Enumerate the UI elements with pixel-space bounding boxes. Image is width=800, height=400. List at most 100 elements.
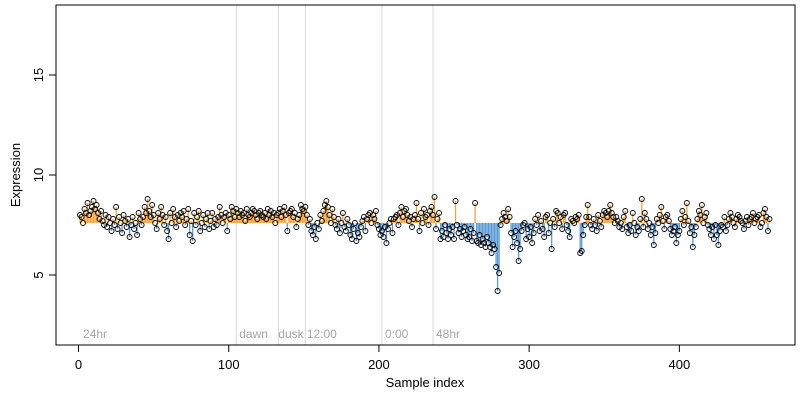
data-point	[152, 220, 159, 226]
data-point	[80, 220, 86, 226]
data-point	[680, 222, 687, 228]
data-point	[571, 220, 578, 226]
data-point	[371, 216, 378, 222]
data-point	[467, 226, 474, 232]
data-point	[132, 220, 139, 226]
data-point	[751, 220, 758, 226]
data-point	[186, 232, 193, 238]
data-point	[104, 224, 111, 230]
data-point	[165, 236, 172, 242]
data-point	[763, 214, 770, 220]
data-point	[296, 212, 303, 218]
data-point	[533, 222, 540, 228]
data-point	[300, 208, 307, 214]
data-point	[493, 264, 500, 270]
x-tick-label: 400	[668, 357, 690, 372]
data-point	[683, 200, 690, 206]
data-point	[383, 240, 390, 246]
data-point	[430, 212, 436, 218]
data-point	[491, 246, 498, 252]
data-point	[539, 226, 546, 232]
y-axis: 5 10 15	[31, 68, 57, 279]
data-point	[431, 194, 438, 200]
data-point	[344, 216, 351, 222]
data-point	[219, 220, 226, 226]
data-point	[494, 288, 501, 294]
data-point	[108, 228, 115, 234]
data-point	[475, 240, 482, 246]
data-point	[548, 246, 555, 252]
data-point	[415, 216, 421, 222]
data-point	[715, 242, 722, 248]
data-point	[363, 216, 370, 222]
data-point	[608, 210, 615, 216]
data-point	[759, 220, 765, 226]
data-point	[653, 216, 660, 222]
data-point	[581, 222, 588, 228]
data-point	[95, 210, 102, 216]
data-point	[482, 244, 489, 250]
data-point	[587, 222, 594, 228]
data-point	[336, 230, 343, 236]
data-point	[659, 218, 666, 224]
data-point	[375, 226, 382, 232]
data-point	[745, 222, 752, 228]
data-point	[604, 214, 611, 220]
data-point	[409, 224, 415, 230]
data-point	[135, 210, 142, 216]
data-point	[424, 212, 430, 218]
data-point	[306, 216, 313, 222]
data-point	[279, 208, 286, 214]
data-point	[544, 212, 551, 218]
data-point	[556, 220, 563, 226]
data-point	[760, 210, 767, 216]
data-point	[333, 226, 340, 232]
data-point	[529, 240, 536, 246]
data-point	[156, 216, 163, 222]
data-point	[386, 220, 393, 226]
data-point	[260, 214, 267, 220]
data-point	[134, 232, 141, 238]
data-point	[713, 232, 720, 238]
data-point	[305, 222, 312, 228]
data-point	[637, 216, 644, 222]
data-point	[243, 206, 250, 212]
data-point	[189, 238, 196, 244]
data-point	[318, 218, 325, 224]
data-point	[188, 218, 195, 224]
data-point	[562, 210, 569, 216]
data-point	[357, 224, 364, 230]
data-point	[709, 224, 716, 230]
data-point	[92, 206, 99, 212]
data-point	[338, 220, 345, 226]
data-point	[598, 224, 605, 230]
data-point	[452, 198, 459, 204]
data-point	[641, 210, 648, 216]
data-point	[622, 208, 629, 214]
data-point	[515, 258, 522, 264]
data-point	[403, 206, 409, 212]
data-point	[167, 210, 174, 216]
data-point	[595, 212, 602, 218]
data-point	[303, 212, 310, 218]
data-point	[454, 222, 460, 228]
data-point	[739, 220, 746, 226]
data-point	[412, 212, 418, 218]
group-labels: 24hr dawn dusk 12:00 0:00 48hr	[83, 327, 460, 341]
data-point	[707, 232, 714, 238]
data-point	[294, 216, 301, 222]
data-point	[550, 216, 557, 222]
data-point	[354, 230, 361, 236]
data-point	[676, 228, 683, 234]
data-point	[611, 220, 618, 226]
data-point	[614, 218, 621, 224]
data-point	[506, 214, 513, 220]
data-point	[231, 214, 238, 220]
data-point	[236, 214, 243, 220]
data-point	[389, 230, 396, 236]
data-point	[584, 202, 591, 208]
data-point	[596, 218, 603, 224]
data-point	[557, 214, 564, 220]
data-point	[425, 222, 432, 228]
